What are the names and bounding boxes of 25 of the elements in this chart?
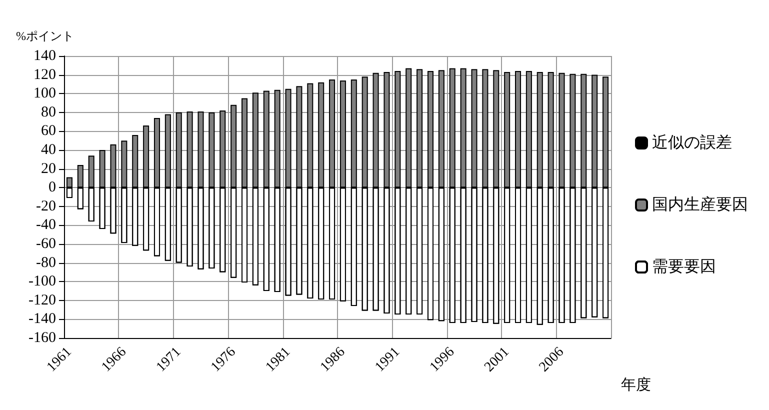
y-tick-label: -40: [36, 217, 56, 234]
x-tick-label: 1981: [263, 344, 294, 376]
y-axis-title: %ポイント: [16, 29, 74, 43]
legend-label: 需要要因: [652, 258, 716, 276]
y-tick-label: -100: [28, 274, 56, 290]
y-tick-label: -160: [28, 330, 56, 346]
y-tick-label: -20: [36, 198, 56, 214]
x-axis-title: 年度: [621, 376, 651, 394]
y-tick-label: 120: [34, 66, 56, 83]
y-tick-label: -140: [28, 311, 56, 328]
y-tick-label: 0: [48, 180, 56, 196]
y-tick-label: 100: [34, 86, 56, 102]
x-tick-label: 1961: [44, 344, 75, 376]
y-tick-label: 60: [41, 123, 56, 140]
y-tick-label: -60: [36, 236, 56, 252]
y-tick-label: -120: [28, 292, 56, 308]
y-tick-label: 40: [41, 142, 56, 158]
y-tick-label: 140: [34, 48, 56, 64]
y-tick-label: 80: [41, 104, 56, 120]
x-tick-label: 1971: [154, 344, 184, 376]
legend-label: 近似の誤差: [652, 134, 732, 152]
x-tick-label: 1991: [372, 344, 403, 376]
y-tick-label: 20: [41, 160, 56, 177]
legend-label: 国内生産要因: [652, 196, 748, 214]
y-tick-label: -80: [36, 254, 56, 271]
